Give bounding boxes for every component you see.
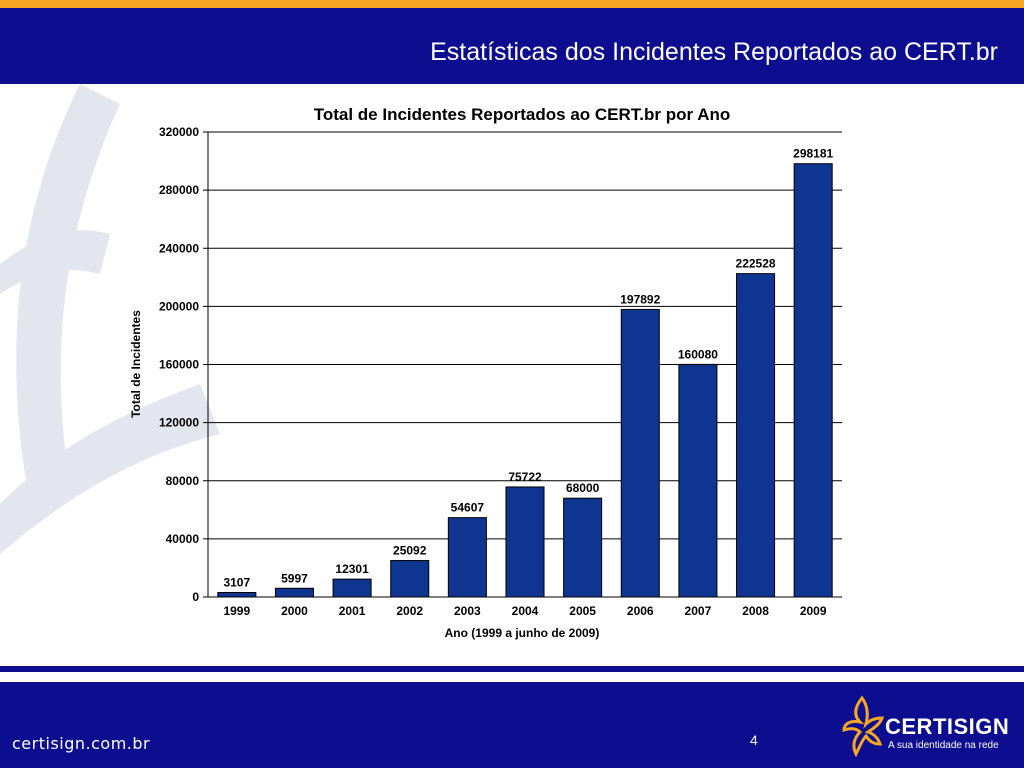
- x-tick-label-2004: 2004: [512, 604, 539, 618]
- y-tick-label: 0: [192, 590, 199, 604]
- y-tick-label: 40000: [166, 532, 200, 546]
- top-accent-stripe: [0, 0, 1024, 8]
- data-label-2005: 68000: [566, 481, 600, 495]
- bar-2007: [678, 363, 718, 598]
- y-tick-label: 120000: [159, 416, 199, 430]
- bar-2006: [620, 308, 660, 598]
- bar-2004: [505, 486, 545, 598]
- x-tick-label-2006: 2006: [627, 604, 654, 618]
- incidents-bar-chart: Total de Incidentes Reportados ao CERT.b…: [129, 105, 842, 640]
- x-tick-label-2001: 2001: [339, 604, 366, 618]
- data-label-2007: 160080: [678, 347, 718, 361]
- y-tick-label: 320000: [159, 125, 199, 139]
- data-label-2002: 25092: [393, 544, 427, 558]
- y-tick-label: 240000: [159, 241, 199, 255]
- slide-header: Estatísticas dos Incidentes Reportados a…: [0, 8, 1024, 84]
- chart-title: Total de Incidentes Reportados ao CERT.b…: [314, 105, 731, 124]
- data-label-2000: 5997: [281, 571, 308, 585]
- bar-2001: [332, 578, 372, 598]
- data-label-2008: 222528: [736, 257, 776, 271]
- slide-footer: certisign.com.br 4 CERTISIGN A sua ident…: [0, 682, 1024, 768]
- page-number: 4: [750, 732, 758, 748]
- certisign-logo-icon: [842, 695, 885, 758]
- x-tick-label-2008: 2008: [742, 604, 769, 618]
- logo-wordmark: CERTISIGN: [885, 714, 1010, 739]
- bar-1999: [217, 591, 257, 598]
- data-label-2006: 197892: [620, 292, 660, 306]
- y-tick-label: 160000: [159, 358, 199, 372]
- x-tick-label-2005: 2005: [569, 604, 596, 618]
- logo-tagline: A sua identidade na rede: [888, 740, 999, 751]
- bar-2002: [390, 560, 430, 598]
- bar-2005: [563, 497, 603, 598]
- bar-2000: [274, 587, 314, 598]
- bar-2009: [793, 163, 833, 598]
- x-tick-label-2002: 2002: [396, 604, 423, 618]
- x-tick-label-2003: 2003: [454, 604, 481, 618]
- x-tick-label-2000: 2000: [281, 604, 308, 618]
- background-watermark-logo: [0, 84, 220, 554]
- x-axis-label: Ano (1999 a junho de 2009): [445, 626, 600, 640]
- y-tick-label: 200000: [159, 299, 199, 313]
- y-tick-label: 280000: [159, 183, 199, 197]
- x-tick-label-2007: 2007: [685, 604, 712, 618]
- data-label-2009: 298181: [793, 147, 833, 161]
- data-label-2004: 75722: [508, 470, 542, 484]
- x-tick-label-1999: 1999: [223, 604, 250, 618]
- bar-2008: [736, 273, 776, 598]
- y-tick-label: 80000: [166, 474, 200, 488]
- slide-title: Estatísticas dos Incidentes Reportados a…: [430, 38, 998, 66]
- bar-2003: [447, 517, 487, 598]
- data-label-2001: 12301: [335, 562, 369, 576]
- y-axis-label: Total de Incidentes: [129, 310, 143, 418]
- data-label-2003: 54607: [451, 501, 485, 515]
- footer-url: certisign.com.br: [12, 734, 151, 753]
- x-tick-label-2009: 2009: [800, 604, 827, 618]
- footer-divider: [0, 666, 1024, 672]
- data-label-1999: 3107: [223, 575, 250, 589]
